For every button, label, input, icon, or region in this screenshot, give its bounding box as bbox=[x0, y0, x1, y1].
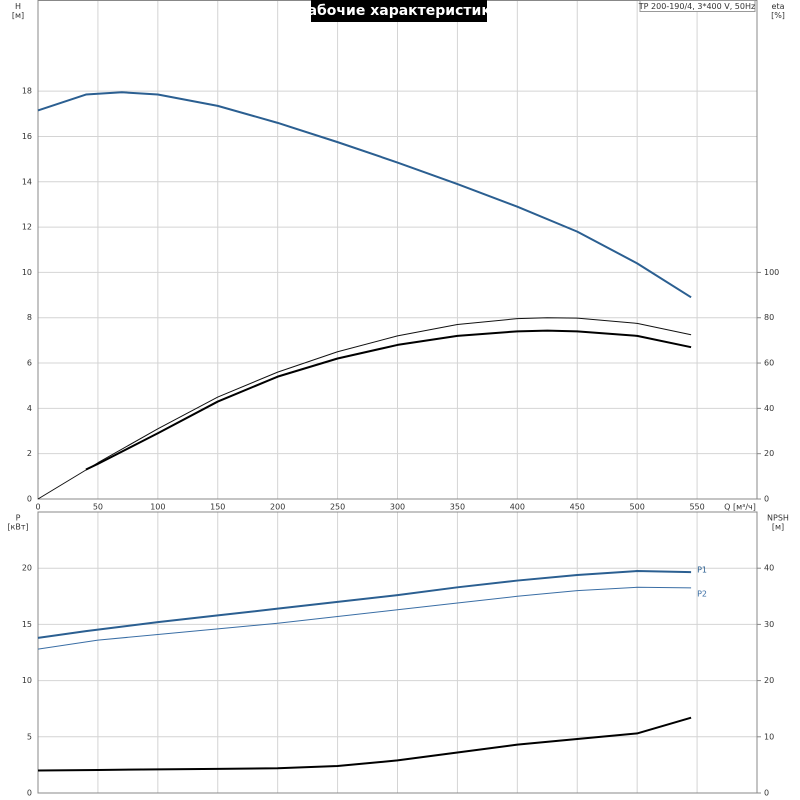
y2-axis-unit: [м] bbox=[772, 523, 784, 532]
y-tick-label: 6 bbox=[27, 359, 32, 368]
chart-title: Рабочие характеристики bbox=[297, 3, 500, 19]
y-axis-label: H bbox=[15, 2, 21, 11]
series-label: P2 bbox=[697, 589, 707, 598]
x-tick-label: 150 bbox=[210, 503, 225, 512]
y-tick-label: 16 bbox=[22, 132, 32, 141]
y2-tick-label: 20 bbox=[764, 676, 774, 685]
x-tick-label: 250 bbox=[330, 503, 345, 512]
x-tick-label: 450 bbox=[570, 503, 585, 512]
y2-tick-label: 100 bbox=[764, 268, 779, 277]
y-tick-label: 14 bbox=[22, 177, 32, 186]
y-tick-label: 10 bbox=[22, 268, 32, 277]
line bbox=[37, 716, 692, 772]
y-axis-unit: [м] bbox=[12, 11, 24, 20]
y-axis-label: P bbox=[16, 514, 21, 523]
y2-tick-label: 20 bbox=[764, 449, 774, 458]
x-tick-label: 400 bbox=[510, 503, 525, 512]
y-tick-label: 18 bbox=[22, 87, 32, 96]
line bbox=[37, 570, 692, 639]
x-tick-label: 300 bbox=[390, 503, 405, 512]
y2-tick-label: 0 bbox=[764, 495, 769, 504]
y-tick-label: 0 bbox=[27, 495, 32, 504]
y-tick-label: 0 bbox=[27, 789, 32, 798]
y-tick-label: 10 bbox=[22, 676, 32, 685]
x-tick-label: 500 bbox=[630, 503, 645, 512]
line bbox=[37, 586, 692, 650]
line bbox=[37, 91, 692, 299]
y2-axis-unit: [%] bbox=[771, 11, 785, 20]
y-tick-label: 20 bbox=[22, 564, 32, 573]
y-tick-label: 8 bbox=[27, 313, 32, 322]
y-axis-unit: [кВт] bbox=[7, 523, 28, 532]
y-tick-label: 2 bbox=[27, 449, 32, 458]
line bbox=[85, 329, 692, 471]
x-tick-label: 350 bbox=[450, 503, 465, 512]
x-tick-label: 550 bbox=[689, 503, 704, 512]
x-tick-label: 100 bbox=[150, 503, 165, 512]
y-tick-label: 4 bbox=[27, 404, 32, 413]
title-box bbox=[311, 0, 487, 22]
y2-axis-label: eta bbox=[772, 2, 785, 11]
info-label: TP 200-190/4, 3*400 V, 50Hz bbox=[638, 2, 755, 11]
y2-tick-label: 10 bbox=[764, 732, 774, 741]
series-label: P1 bbox=[697, 566, 707, 575]
y2-tick-label: 80 bbox=[764, 313, 774, 322]
x-tick-label: 200 bbox=[270, 503, 285, 512]
y2-tick-label: 60 bbox=[764, 359, 774, 368]
y-tick-label: 12 bbox=[22, 223, 32, 232]
y2-tick-label: 40 bbox=[764, 564, 774, 573]
line bbox=[37, 317, 692, 500]
info-box bbox=[639, 0, 756, 12]
y-tick-label: 5 bbox=[27, 732, 32, 741]
y2-tick-label: 30 bbox=[764, 620, 774, 629]
y-tick-label: 15 bbox=[22, 620, 32, 629]
x-axis-label: Q [м³/ч] bbox=[724, 503, 756, 512]
y2-tick-label: 40 bbox=[764, 404, 774, 413]
y2-tick-label: 0 bbox=[764, 789, 769, 798]
x-tick-label: 50 bbox=[93, 503, 103, 512]
y2-axis-label: NPSH bbox=[767, 514, 789, 523]
plot-frame bbox=[37, 511, 758, 794]
x-tick-label: 0 bbox=[35, 503, 40, 512]
